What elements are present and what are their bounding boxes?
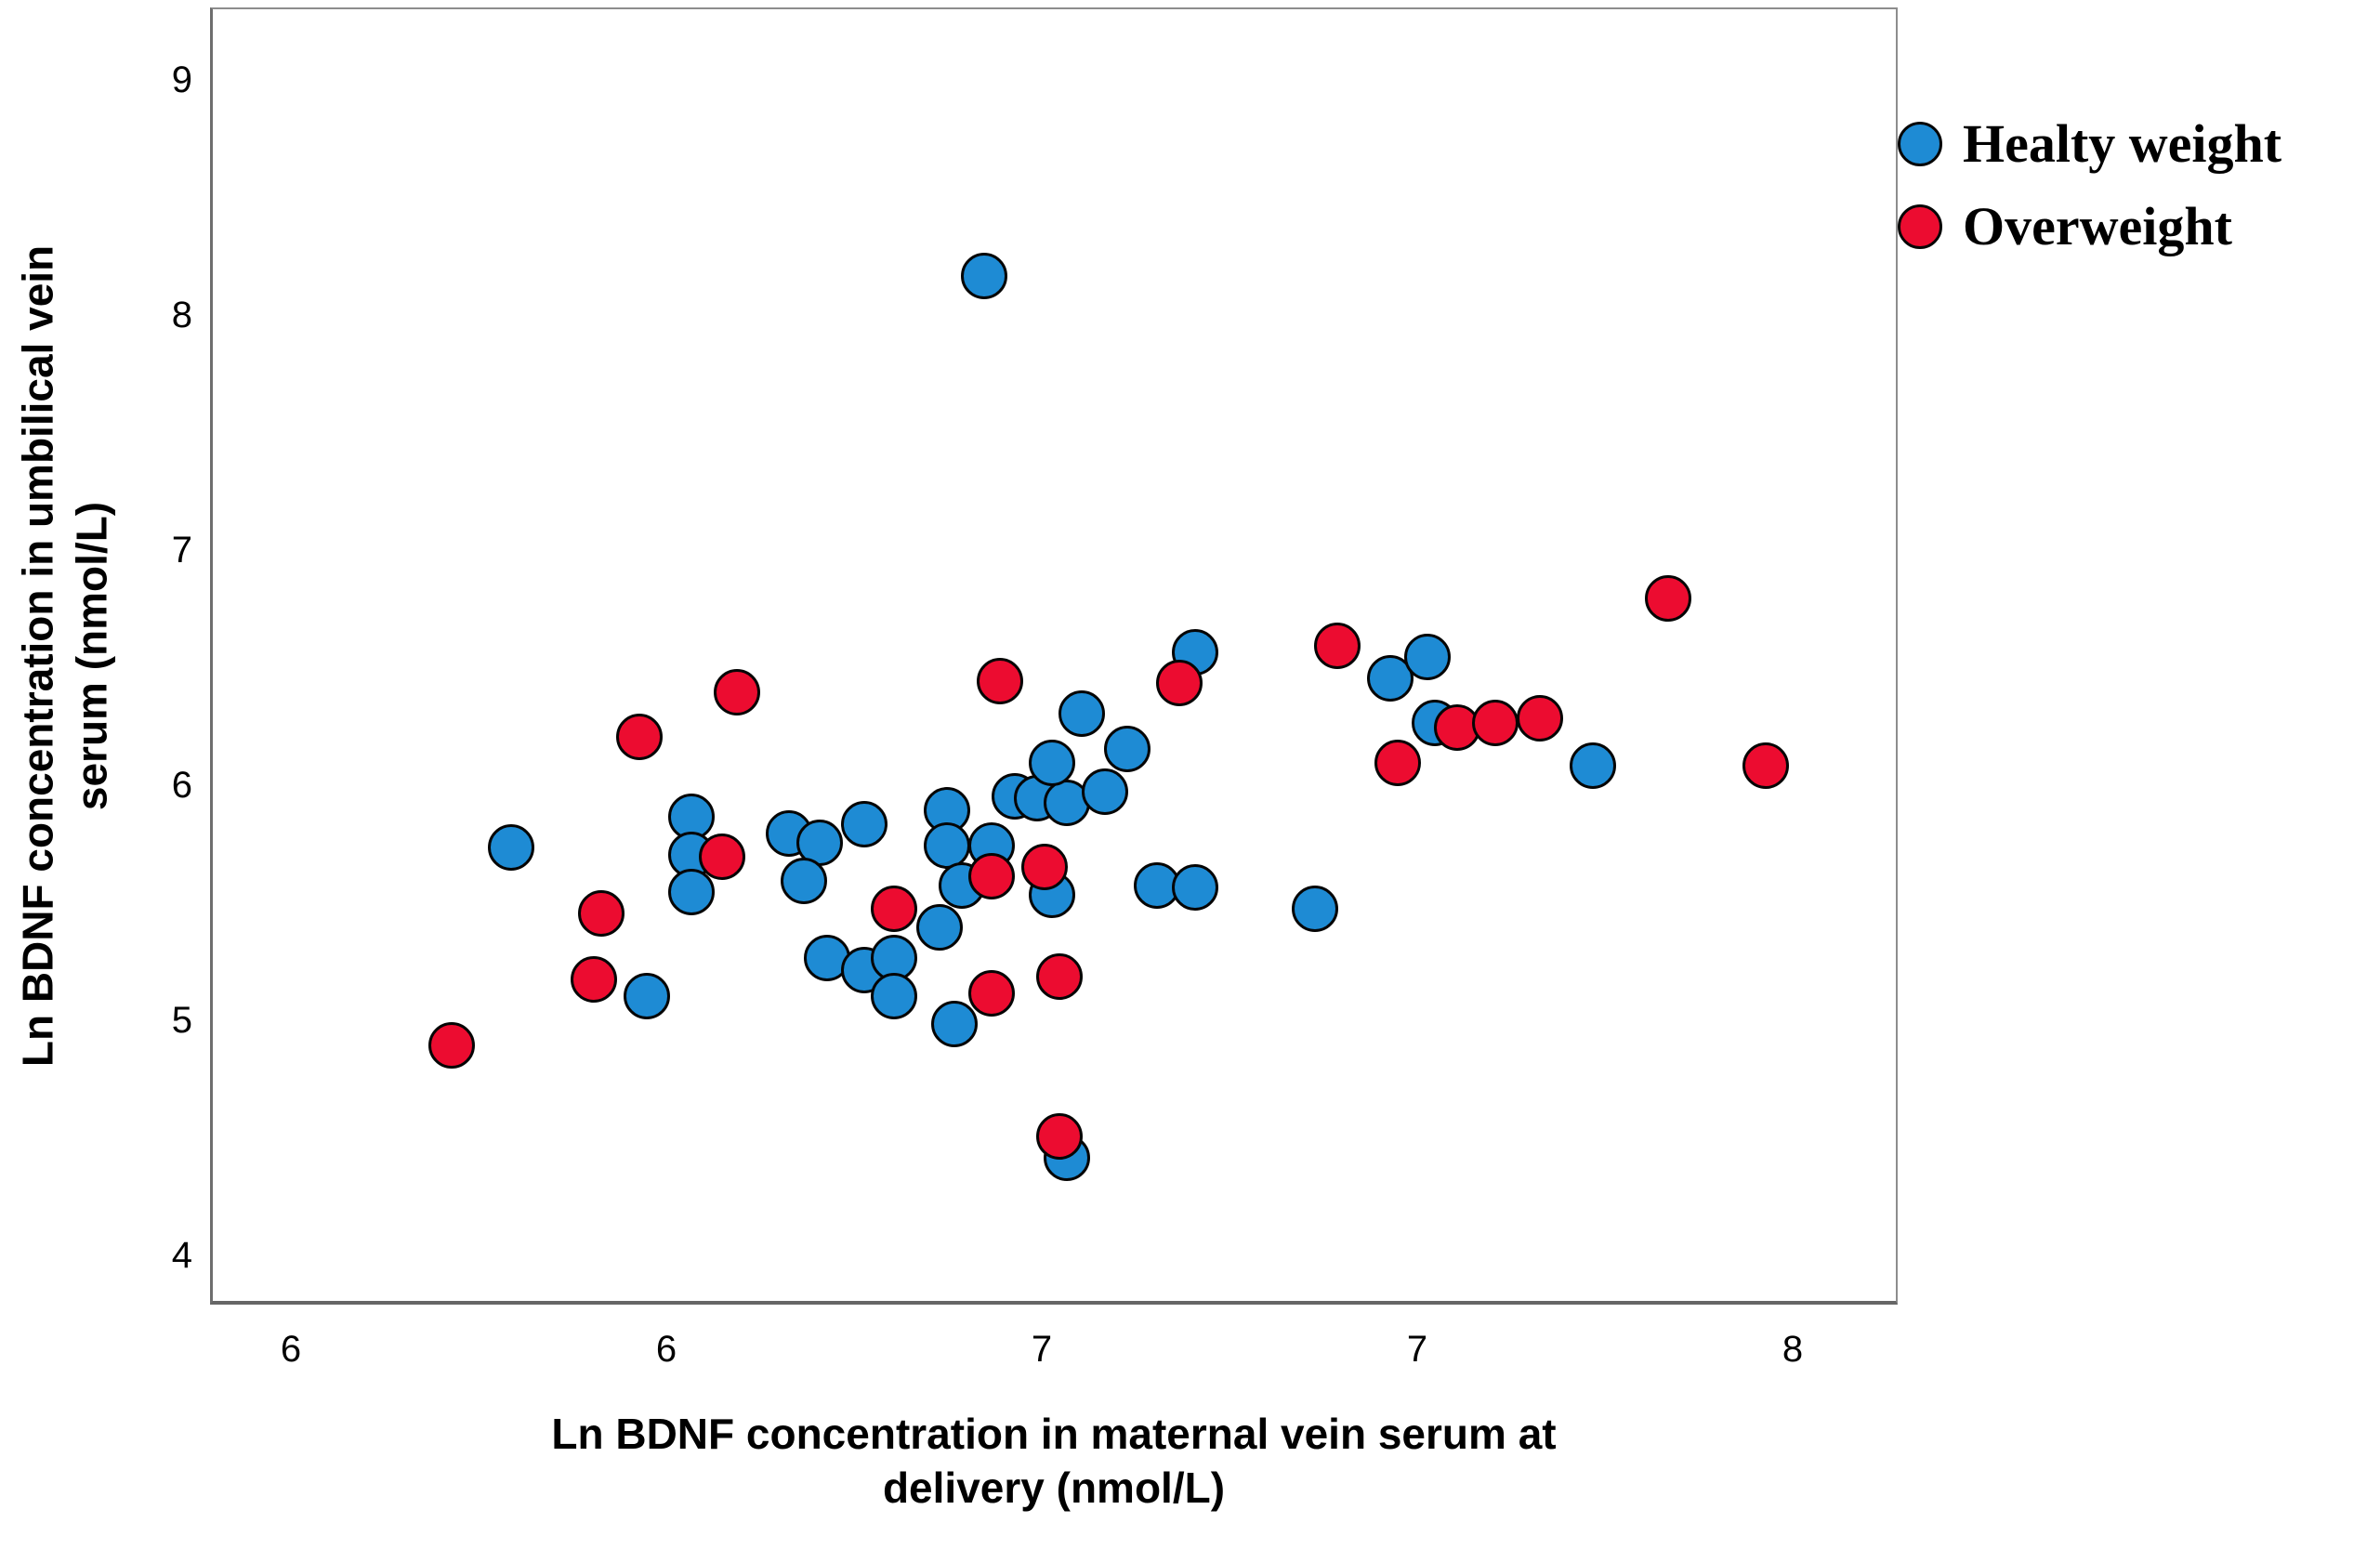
x-tick-label: 8 (1782, 1329, 1804, 1370)
plot-area (210, 7, 1898, 1305)
x-tick-label: 7 (1406, 1329, 1428, 1370)
data-point-overweight (1036, 1113, 1084, 1161)
data-point-overweight (1742, 742, 1789, 789)
legend-label: Healty weight (1963, 113, 2282, 174)
data-point-healthy-weight (915, 904, 963, 952)
data-point-healthy-weight (1029, 740, 1076, 787)
data-point-overweight (968, 852, 1016, 899)
x-tick-label: 6 (280, 1329, 302, 1370)
data-point-healthy-weight (871, 972, 918, 1019)
y-tick-label: 6 (171, 764, 192, 806)
data-point-healthy-weight (1366, 655, 1414, 702)
data-point-healthy-weight (1059, 690, 1106, 738)
data-point-overweight (713, 669, 760, 716)
legend-entry-healthy-weight: Healty weight (1887, 102, 2281, 185)
data-point-overweight (615, 714, 663, 761)
data-point-overweight (571, 955, 618, 1003)
data-point-overweight (871, 886, 918, 933)
data-point-healthy-weight (961, 253, 1008, 300)
data-point-overweight (1517, 695, 1564, 742)
y-tick-label: 4 (171, 1234, 192, 1276)
data-point-healthy-weight (781, 857, 828, 904)
y-axis-title-line1: Ln BDNF concentration in umbilical vein (13, 244, 62, 1068)
y-axis-title-line2: serum (nmol/L) (67, 501, 115, 811)
data-point-healthy-weight (1291, 886, 1338, 933)
data-point-overweight (1036, 953, 1084, 1001)
x-tick-label: 6 (655, 1329, 677, 1370)
data-point-healthy-weight (1569, 742, 1616, 789)
y-tick-label: 9 (171, 59, 192, 100)
y-tick-label: 7 (171, 529, 192, 571)
data-point-healthy-weight (1404, 634, 1452, 681)
healthy-weight-marker-icon (1898, 121, 1942, 166)
y-tick-label: 5 (171, 999, 192, 1041)
data-point-healthy-weight (668, 869, 716, 916)
data-point-healthy-weight (1171, 864, 1218, 912)
data-point-overweight (427, 1021, 475, 1069)
data-point-overweight (968, 970, 1016, 1017)
legend-label: Overweight (1963, 196, 2232, 256)
y-tick-label: 8 (171, 294, 192, 335)
data-point-overweight (1314, 622, 1361, 669)
legend: Healty weight Overweight (1887, 102, 2281, 268)
overweight-marker-icon (1898, 203, 1942, 249)
x-axis-title-line1: Ln BDNF concentration in maternal vein s… (551, 1410, 1557, 1458)
legend-entry-overweight: Overweight (1887, 185, 2281, 268)
data-point-overweight (578, 890, 625, 938)
data-point-overweight (1374, 740, 1421, 787)
x-axis-title: Ln BDNF concentration in maternal vein s… (210, 1408, 1898, 1515)
data-point-healthy-weight (931, 1001, 979, 1048)
y-axis-title: Ln BDNF concentration in umbilical vein … (12, 6, 119, 1306)
data-point-overweight (698, 834, 745, 881)
data-point-overweight (1156, 660, 1203, 707)
data-point-healthy-weight (488, 824, 535, 872)
data-point-overweight (1644, 575, 1691, 623)
data-point-healthy-weight (1103, 726, 1151, 773)
x-tick-label: 7 (1031, 1329, 1053, 1370)
data-point-healthy-weight (841, 800, 888, 847)
data-point-overweight (1021, 843, 1068, 890)
data-point-healthy-weight (1081, 768, 1128, 815)
data-point-overweight (1471, 700, 1519, 747)
data-point-overweight (976, 657, 1023, 704)
data-point-healthy-weight (623, 972, 670, 1019)
x-axis-title-line2: delivery (nmol/L) (882, 1463, 1226, 1512)
